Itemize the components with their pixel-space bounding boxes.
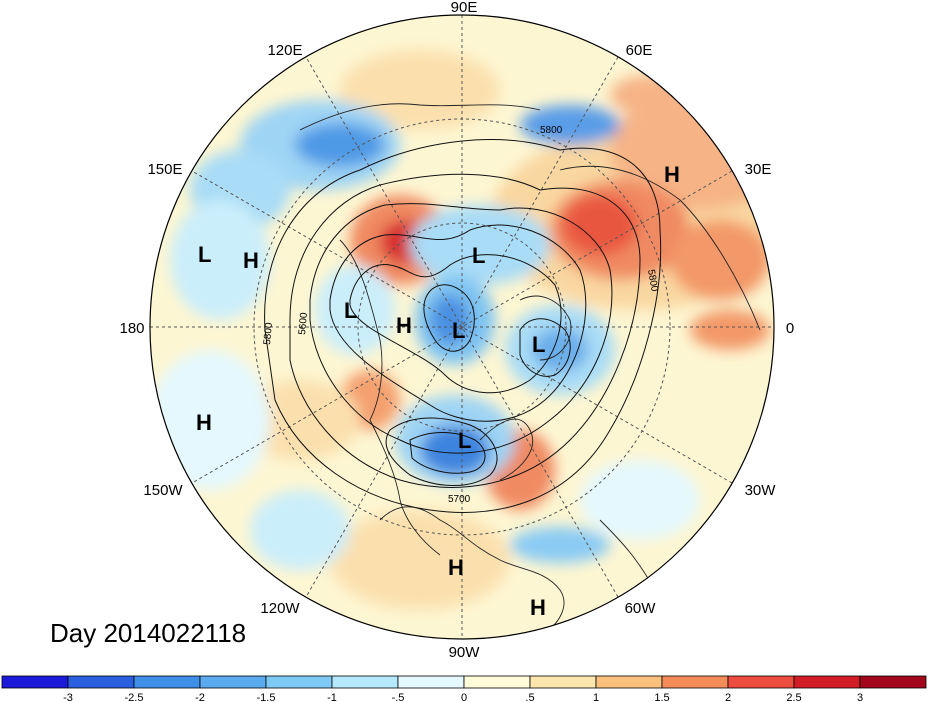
colorbar-box	[1, 675, 69, 689]
colorbar-box	[661, 675, 729, 689]
colorbar-tick-label: -2	[195, 692, 205, 702]
high-center-label: H	[448, 555, 464, 580]
lon-label-30e: 30E	[745, 161, 772, 178]
colorbar-box	[793, 675, 861, 689]
low-center-label: L	[452, 318, 465, 343]
colorbar-tick-label: 0	[461, 692, 467, 702]
colorbar-box	[67, 675, 135, 689]
graticule	[150, 15, 774, 639]
colorbar-box	[595, 675, 663, 689]
high-center-label: H	[530, 595, 546, 620]
low-center-label: L	[198, 242, 211, 267]
colorbar-tick-label: 1	[593, 692, 599, 702]
colorbar-tick-label: -1	[327, 692, 337, 702]
colorbar-tick-label: -1.5	[257, 692, 276, 702]
colorbar-tick-label: -3	[63, 692, 73, 702]
high-center-label: H	[396, 313, 412, 338]
contour-label: 5800	[645, 269, 660, 293]
contour-label-group: 5800 5800 5800 5600 5700	[262, 125, 660, 505]
contour-label: 5800	[540, 125, 563, 136]
lon-label-60w: 60W	[625, 600, 657, 617]
lon-label-180: 180	[119, 320, 144, 337]
colorbar-tick-label: 2	[725, 692, 731, 702]
colorbar-box	[529, 675, 597, 689]
colorbar-tick-label: -.5	[392, 692, 405, 702]
colorbar-box	[463, 675, 531, 689]
lon-label-120e: 120E	[267, 42, 302, 59]
high-center-label: H	[243, 248, 259, 273]
longitude-labels: 90E 60E 30E 0 30W 60W 90W 120W 150W 180 …	[119, 0, 794, 661]
colorbar-box	[199, 675, 267, 689]
lon-label-90e: 90E	[451, 0, 478, 16]
colorbar-box	[727, 675, 795, 689]
colorbar: -3 -2.5 -2 -1.5 -1 -.5 0 .5 1 1.5 2 2.5 3	[1, 675, 927, 702]
coastlines	[299, 103, 761, 636]
height-contours	[264, 139, 662, 513]
lon-label-150e: 150E	[147, 161, 182, 178]
colorbar-tick-label: 2.5	[786, 692, 801, 702]
low-center-label: L	[472, 243, 485, 268]
low-center-label: L	[458, 428, 471, 453]
lon-label-60e: 60E	[626, 42, 653, 59]
lon-label-0: 0	[786, 320, 794, 337]
colorbar-box	[859, 675, 927, 689]
colorbar-tick-label: .5	[525, 692, 534, 702]
pressure-centers: L H L L H L L H L H H H	[196, 162, 680, 620]
date-title: Day 2014022118	[50, 618, 247, 648]
high-center-label: H	[196, 410, 212, 435]
colorbar-box	[265, 675, 333, 689]
colorbar-box	[133, 675, 201, 689]
high-center-label: H	[664, 162, 680, 187]
colorbar-tick-label: -2.5	[125, 692, 144, 702]
contour-label: 5700	[448, 494, 471, 505]
lon-label-150w: 150W	[143, 482, 183, 499]
lon-label-120w: 120W	[260, 600, 300, 617]
low-center-label: L	[344, 298, 357, 323]
colorbar-tick-label: 3	[857, 692, 863, 702]
map-boundary	[149, 14, 775, 640]
contour-label: 5800	[262, 322, 275, 346]
low-center-label: L	[532, 332, 545, 357]
colorbar-box	[331, 675, 399, 689]
colorbar-tick-label: 1.5	[654, 692, 669, 702]
lon-label-30w: 30W	[745, 482, 777, 499]
lon-label-90w: 90W	[449, 644, 481, 661]
contour-label: 5600	[297, 312, 310, 336]
colorbar-box	[397, 675, 465, 689]
